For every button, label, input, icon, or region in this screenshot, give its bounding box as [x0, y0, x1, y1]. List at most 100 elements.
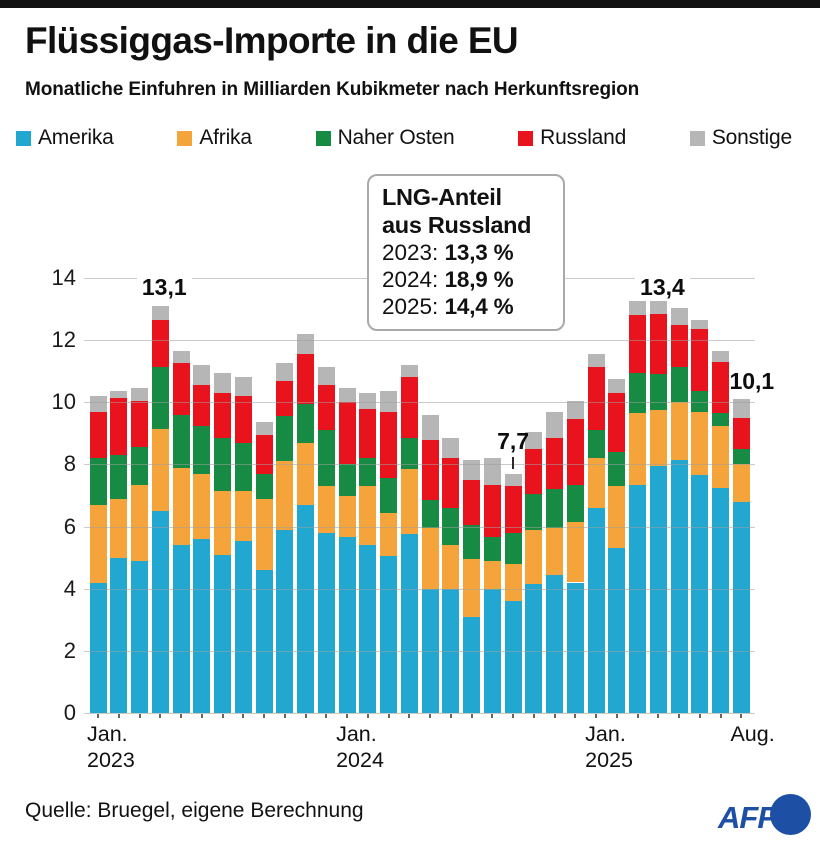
bar-segment-naher-osten: [110, 455, 128, 499]
bar-segment-naher-osten: [400, 438, 418, 470]
bar-segment-afrika: [380, 512, 398, 557]
bar-segment-sonstige: [463, 459, 481, 480]
bar-segment-russland: [110, 397, 128, 456]
bar-segment-russland: [172, 363, 190, 415]
bar-segment-sonstige: [151, 305, 169, 320]
bar-segment-amerika: [483, 588, 501, 713]
x-axis-tick: [117, 714, 120, 718]
x-axis-tick: [532, 714, 535, 718]
y-axis-label-4: 4: [63, 575, 76, 601]
x-axis-tick: [491, 714, 494, 718]
bar-segment-russland: [131, 400, 148, 448]
lng-share-info-box: LNG-Anteil aus Russland 2023: 13,3 % 202…: [367, 174, 565, 331]
x-axis-label-line: 2024: [336, 748, 384, 772]
top-accent-bar: [0, 0, 820, 8]
x-axis-tick: [429, 714, 432, 718]
gridline-0: [84, 713, 755, 714]
x-axis-label-line: 2025: [585, 748, 633, 772]
bar-segment-naher-osten: [131, 447, 148, 485]
bar-segment-sonstige: [276, 363, 294, 381]
bar-segment-sonstige: [629, 301, 647, 316]
gridline-8: [84, 464, 755, 466]
bar-segment-russland: [442, 458, 460, 508]
bar-segment-afrika: [214, 490, 232, 555]
bar-segment-naher-osten: [380, 478, 398, 513]
bar-segment-afrika: [463, 559, 481, 617]
bar-segment-russland: [566, 419, 584, 485]
bar-segment-afrika: [691, 411, 709, 476]
x-axis-label: Jan. 2024: [336, 721, 384, 773]
bar-segment-afrika: [110, 498, 128, 558]
bar-segment-amerika: [421, 588, 439, 713]
bar-segment-afrika: [193, 473, 211, 539]
bar-segment-afrika: [89, 504, 107, 583]
x-axis-tick: [283, 714, 286, 718]
bar-segment-amerika: [255, 570, 273, 713]
bar-segment-russland: [193, 385, 211, 426]
info-box-row-2023: 2023: 13,3 %: [382, 239, 550, 266]
bar-segment-sonstige: [732, 399, 750, 418]
bar-segment-amerika: [276, 529, 294, 713]
bar-segment-sonstige: [546, 411, 564, 439]
bar-segment-amerika: [712, 487, 730, 713]
info-box-value: 13,3 %: [444, 240, 514, 265]
bar-segment-naher-osten: [234, 442, 252, 491]
afp-logo-text: AFP: [718, 800, 778, 835]
bar-segment-naher-osten: [255, 473, 273, 499]
bar-segment-russland: [483, 484, 501, 538]
bar-segment-russland: [691, 329, 709, 392]
value-label-text: 13,4: [635, 274, 690, 301]
x-axis-tick: [242, 714, 245, 718]
bar-segment-sonstige: [193, 365, 211, 386]
value-label-text: 13,1: [136, 274, 192, 301]
x-axis-tick: [595, 714, 598, 718]
bar-segment-amerika: [172, 545, 190, 713]
bar-segment-naher-osten: [566, 484, 584, 522]
info-box-value: 18,9 %: [444, 267, 514, 292]
bar-segment-russland: [732, 417, 750, 449]
info-box-title-line1: LNG-Anteil: [382, 184, 502, 210]
x-axis-tick: [325, 714, 328, 718]
bar-segment-amerika: [89, 582, 107, 713]
bar-segment-amerika: [317, 532, 335, 713]
bar-segment-naher-osten: [276, 416, 294, 462]
bar-segment-russland: [400, 377, 418, 439]
bar-segment-naher-osten: [691, 391, 709, 412]
bar-segment-sonstige: [172, 351, 190, 364]
x-axis-tick: [615, 714, 618, 718]
bar-segment-naher-osten: [629, 372, 647, 414]
bar-segment-amerika: [193, 539, 211, 713]
legend-swatch-naher-osten: [315, 130, 331, 146]
bar-segment-naher-osten: [359, 458, 377, 487]
bar-segment-naher-osten: [214, 438, 232, 491]
bar-segment-sonstige: [234, 377, 252, 397]
legend-label: Afrika: [199, 126, 252, 149]
info-box-value: 14,4 %: [444, 294, 514, 319]
bar-segment-afrika: [483, 560, 501, 589]
value-label-pointer: [512, 457, 515, 469]
bar-segment-afrika: [234, 490, 252, 541]
bar-segment-naher-osten: [338, 464, 356, 496]
bar-segment-afrika: [276, 461, 294, 530]
gridline-4: [84, 588, 755, 590]
bar-segment-amerika: [463, 616, 481, 713]
value-label-13,1: 13,1: [116, 274, 212, 301]
bar-segment-afrika: [151, 428, 169, 512]
x-axis-tick: [698, 714, 701, 718]
bar-segment-russland: [317, 385, 335, 431]
bar-segment-amerika: [380, 556, 398, 713]
bar-segment-afrika: [525, 529, 543, 585]
bar-segment-afrika: [172, 467, 190, 546]
bar-segment-naher-osten: [670, 366, 688, 403]
bar-segment-russland: [234, 396, 252, 443]
x-axis-label-line: Jan.: [87, 722, 128, 746]
bar-segment-sonstige: [691, 319, 709, 330]
bar-segment-afrika: [131, 484, 148, 561]
bar-segment-afrika: [566, 521, 584, 583]
x-axis-label: Jan. 2023: [87, 721, 135, 773]
info-box-title-line2: aus Russland: [382, 212, 532, 238]
bar-segment-afrika: [608, 486, 626, 549]
bar-segment-afrika: [255, 498, 273, 571]
